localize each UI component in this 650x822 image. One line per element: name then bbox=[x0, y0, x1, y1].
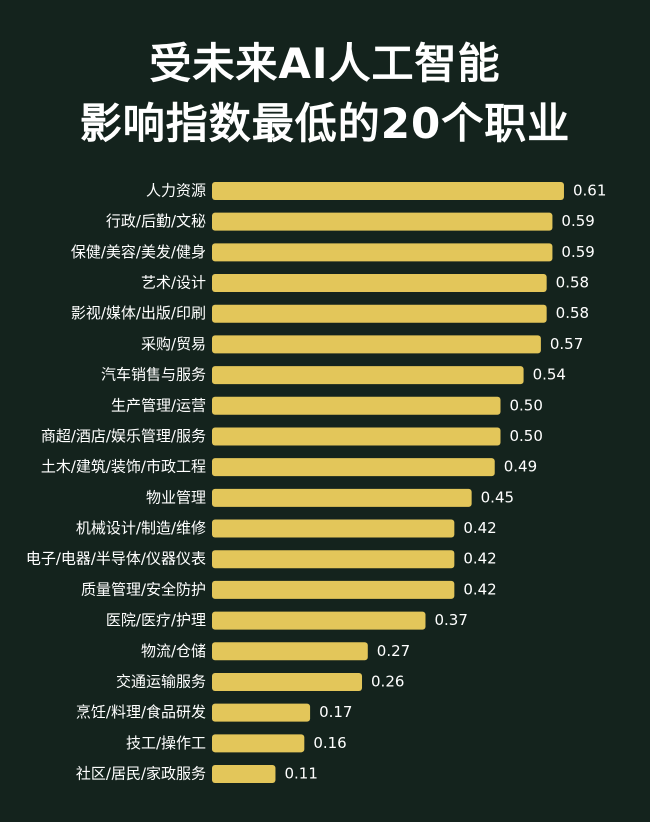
value-label: 0.42 bbox=[463, 519, 496, 537]
bar bbox=[212, 458, 495, 477]
category-label: 生产管理/运营 bbox=[111, 396, 206, 414]
category-label: 影视/媒体/出版/印刷 bbox=[71, 304, 206, 322]
value-label: 0.26 bbox=[371, 672, 404, 690]
category-label: 物业管理 bbox=[146, 488, 206, 506]
value-label: 0.50 bbox=[510, 427, 543, 445]
value-label: 0.59 bbox=[561, 212, 594, 230]
bar bbox=[212, 274, 547, 293]
category-label: 烹饪/料理/食品研发 bbox=[76, 703, 206, 721]
bar bbox=[212, 672, 363, 691]
value-label: 0.58 bbox=[556, 274, 589, 292]
value-label: 0.17 bbox=[319, 703, 352, 721]
category-label: 商超/酒店/娱乐管理/服务 bbox=[41, 427, 206, 445]
value-label: 0.45 bbox=[481, 488, 514, 506]
value-label: 0.16 bbox=[313, 734, 346, 752]
category-label: 土木/建筑/装饰/市政工程 bbox=[41, 458, 206, 476]
category-label: 艺术/设计 bbox=[141, 274, 206, 292]
bar bbox=[212, 488, 472, 507]
value-label: 0.27 bbox=[377, 642, 410, 660]
bar bbox=[212, 611, 426, 630]
value-label: 0.37 bbox=[434, 611, 467, 629]
category-label: 社区/居民/家政服务 bbox=[76, 765, 206, 783]
bar bbox=[212, 703, 311, 722]
category-label: 汽车销售与服务 bbox=[101, 366, 206, 384]
value-label: 0.11 bbox=[284, 765, 317, 783]
bar bbox=[212, 642, 368, 661]
bar bbox=[212, 427, 501, 446]
value-label: 0.42 bbox=[463, 550, 496, 568]
category-label: 电子/电器/半导体/仪器仪表 bbox=[26, 550, 206, 568]
bar bbox=[212, 734, 305, 753]
bar bbox=[212, 580, 455, 599]
value-label: 0.61 bbox=[573, 182, 606, 200]
category-label: 人力资源 bbox=[146, 182, 206, 200]
bar bbox=[212, 366, 524, 385]
category-label: 物流/仓储 bbox=[141, 642, 206, 660]
bar bbox=[212, 519, 455, 538]
value-label: 0.49 bbox=[504, 458, 537, 476]
bar bbox=[212, 182, 564, 200]
value-label: 0.42 bbox=[463, 580, 496, 598]
category-label: 交通运输服务 bbox=[116, 672, 206, 690]
value-label: 0.57 bbox=[550, 335, 583, 353]
bar bbox=[212, 243, 553, 262]
chart-title-line-2: 影响指数最低的20个职业 bbox=[79, 99, 571, 148]
bar bbox=[212, 212, 553, 231]
category-label: 医院/医疗/护理 bbox=[106, 611, 206, 629]
category-label: 质量管理/安全防护 bbox=[81, 580, 206, 598]
category-label: 机械设计/制造/维修 bbox=[76, 519, 206, 537]
bar bbox=[212, 396, 501, 415]
chart-title-line-1: 受未来AI人工智能 bbox=[149, 39, 501, 88]
category-label: 技工/操作工 bbox=[126, 734, 206, 752]
value-label: 0.59 bbox=[561, 243, 594, 261]
value-label: 0.58 bbox=[556, 304, 589, 322]
bar bbox=[212, 304, 547, 323]
category-label: 保健/美容/美发/健身 bbox=[71, 243, 206, 261]
bar bbox=[212, 550, 455, 569]
bar bbox=[212, 335, 541, 354]
value-label: 0.50 bbox=[510, 396, 543, 414]
bar bbox=[212, 765, 276, 783]
category-label: 采购/贸易 bbox=[141, 335, 206, 353]
value-label: 0.54 bbox=[533, 366, 566, 384]
category-label: 行政/后勤/文秘 bbox=[106, 212, 206, 230]
